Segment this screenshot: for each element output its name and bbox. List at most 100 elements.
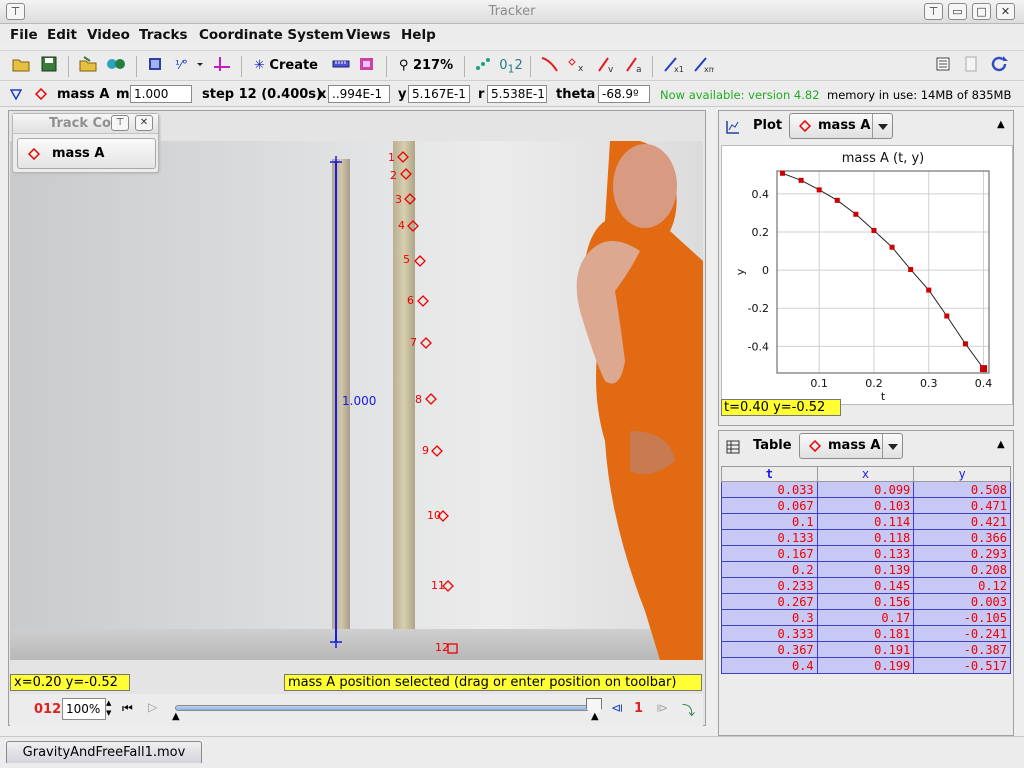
table-cell-x[interactable]: 0.118 — [816, 529, 915, 546]
r-field[interactable]: 5.538E-1 — [487, 85, 547, 103]
table-row[interactable]: 0.333 0.181 -0.241 — [721, 625, 1011, 642]
menu-help[interactable]: Help — [401, 27, 436, 43]
trails-icon[interactable] — [472, 55, 494, 77]
track-control-window[interactable]: Track Co ⊤ ✕ mass A — [12, 113, 159, 173]
collapse-up-icon[interactable]: ▲ — [997, 439, 1005, 450]
step-size[interactable]: 1 — [634, 701, 644, 716]
memory-status[interactable]: memory in use: 14MB of 835MB — [827, 88, 1012, 102]
table-track-dropdown[interactable]: mass A — [799, 433, 903, 459]
menu-video[interactable]: Video — [87, 27, 130, 43]
track-point-marker[interactable] — [420, 337, 432, 349]
table-cell-t[interactable]: 0.1 — [721, 513, 818, 530]
table-header-y[interactable]: y — [913, 466, 1011, 482]
track-point-marker[interactable] — [437, 510, 449, 522]
table-cell-x[interactable]: 0.133 — [816, 545, 915, 562]
path-icon[interactable] — [538, 55, 562, 77]
table-cell-y[interactable]: 0.366 — [913, 529, 1011, 546]
table-cell-t[interactable]: 0.333 — [721, 625, 818, 642]
track-point-marker[interactable] — [431, 445, 443, 457]
table-cell-x[interactable]: 0.199 — [816, 657, 915, 674]
table-cell-t[interactable]: 0.167 — [721, 545, 818, 562]
table-cell-x[interactable]: 0.099 — [816, 481, 915, 498]
minimize-icon[interactable]: ▭ — [948, 3, 967, 20]
theta-field[interactable]: -68.9º — [598, 85, 650, 103]
table-cell-y[interactable]: 0.003 — [913, 593, 1011, 610]
position-icon[interactable]: x — [566, 55, 590, 77]
table-cell-t[interactable]: 0.033 — [721, 481, 818, 498]
center-of-mass-icon[interactable]: x1 — [660, 55, 686, 77]
menu-file[interactable]: File — [10, 27, 38, 43]
table-cell-t[interactable]: 0.4 — [721, 657, 818, 674]
table-row[interactable]: 0.133 0.118 0.366 — [721, 529, 1011, 546]
table-cell-y[interactable]: 0.12 — [913, 577, 1011, 594]
step-forward-icon[interactable]: ⧐ — [656, 701, 668, 715]
track-point-marker[interactable] — [407, 220, 419, 232]
table-cell-t[interactable]: 0.267 — [721, 593, 818, 610]
labels-icon[interactable]: 012 — [499, 58, 523, 76]
table-cell-y[interactable]: 0.508 — [913, 481, 1011, 498]
track-point-marker[interactable] — [447, 643, 458, 654]
table-header-t[interactable]: t — [721, 466, 818, 482]
refresh-icon[interactable] — [988, 55, 1012, 77]
table-cell-x[interactable]: 0.103 — [816, 497, 915, 514]
loop-icon[interactable]: ⤵ — [682, 704, 696, 719]
calibration-end-top-icon[interactable] — [330, 156, 342, 168]
table-cell-y[interactable]: -0.105 — [913, 609, 1011, 626]
zoom-field[interactable]: 100% — [62, 698, 106, 720]
table-cell-t[interactable]: 0.367 — [721, 641, 818, 658]
table-cell-x[interactable]: 0.139 — [816, 561, 915, 578]
table-cell-x[interactable]: 0.145 — [816, 577, 915, 594]
table-cell-t[interactable]: 0.133 — [721, 529, 818, 546]
track-point-marker[interactable] — [442, 580, 454, 592]
table-row[interactable]: 0.033 0.099 0.508 — [721, 481, 1011, 498]
table-cell-y[interactable]: -0.241 — [913, 625, 1011, 642]
calibration-end-bottom-icon[interactable] — [330, 636, 342, 648]
table-row[interactable]: 0.067 0.103 0.471 — [721, 497, 1011, 514]
update-notice[interactable]: Now available: version 4.82 — [660, 88, 820, 102]
page-icon[interactable] — [960, 55, 982, 77]
window-menu-icon[interactable]: ⊤ — [6, 3, 25, 20]
slider-thumb[interactable] — [586, 698, 602, 716]
shade-icon[interactable]: ⊤ — [924, 3, 943, 20]
track-name[interactable]: mass A — [57, 87, 110, 102]
table-cell-x[interactable]: 0.156 — [816, 593, 915, 610]
table-row[interactable]: 0.233 0.145 0.12 — [721, 577, 1011, 594]
table-cell-t[interactable]: 0.233 — [721, 577, 818, 594]
collapse-triangle-icon[interactable] — [9, 88, 23, 101]
acceleration-icon[interactable]: a — [622, 55, 646, 77]
coordinate-axes-icon[interactable] — [210, 55, 234, 77]
import-icon[interactable] — [104, 55, 128, 77]
table-cell-t[interactable]: 0.2 — [721, 561, 818, 578]
velocity-icon[interactable]: v — [594, 55, 618, 77]
go-to-start-icon[interactable]: ⏮ — [122, 701, 133, 715]
table-cell-y[interactable]: 0.471 — [913, 497, 1011, 514]
track-point-marker[interactable] — [404, 193, 416, 205]
close-icon[interactable]: ✕ — [996, 3, 1015, 20]
plot-track-dropdown[interactable]: mass A — [789, 113, 893, 139]
table-cell-y[interactable]: -0.517 — [913, 657, 1011, 674]
timeline-slider[interactable] — [175, 705, 595, 711]
table-cell-x[interactable]: 0.114 — [816, 513, 915, 530]
collapse-up-icon[interactable]: ▲ — [997, 119, 1005, 130]
track-control-shade-icon[interactable]: ⊤ — [111, 115, 129, 131]
frame-counter[interactable]: 012 — [34, 702, 62, 717]
start-marker-icon[interactable]: ▲ — [172, 711, 180, 722]
clip-settings-icon[interactable] — [144, 55, 166, 77]
track-control-close-icon[interactable]: ✕ — [135, 115, 153, 131]
filters-icon[interactable] — [356, 55, 378, 77]
table-cell-x[interactable]: 0.181 — [816, 625, 915, 642]
play-icon[interactable]: ▷ — [148, 700, 158, 714]
tape-measure-icon[interactable] — [330, 55, 352, 77]
step-back-icon[interactable]: ⧏ — [611, 701, 623, 715]
create-track-button[interactable]: ✳ Create — [253, 58, 318, 73]
y-field[interactable]: 5.167E-1 — [408, 85, 470, 103]
menu-views[interactable]: Views — [346, 27, 391, 43]
track-point-marker[interactable] — [425, 393, 437, 405]
plot-area[interactable]: mass A (t, y) 0.1 0.2 0.3 0.4 0.4 0.2 0 -0.2 -0.4… — [721, 145, 1013, 405]
maximize-icon[interactable]: □ — [972, 3, 991, 20]
menu-tracks[interactable]: Tracks — [139, 27, 188, 43]
notes-icon[interactable] — [932, 55, 954, 77]
zoom-control[interactable]: ⚲ 217% — [398, 58, 454, 73]
xm-icon[interactable]: xm — [690, 55, 717, 77]
